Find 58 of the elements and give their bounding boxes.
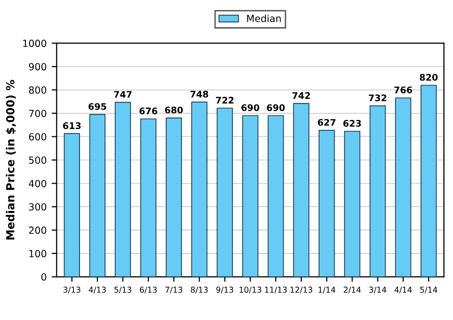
bar <box>64 133 80 277</box>
bar <box>191 102 208 277</box>
bar <box>370 105 386 277</box>
x-tick-label: 2/14 <box>344 286 361 294</box>
y-tick-label: 900 <box>28 63 46 70</box>
x-tick-label: 12/13 <box>290 286 312 294</box>
data-label: 748 <box>190 90 208 98</box>
data-label: 613 <box>63 122 81 130</box>
data-label: 722 <box>216 96 234 104</box>
y-axis-title: Median Price (in $,000) % <box>6 80 16 240</box>
y-tick-label: 100 <box>29 250 46 258</box>
data-label: 695 <box>88 103 106 110</box>
x-tick-label: 4/13 <box>88 286 106 294</box>
data-label: 690 <box>266 104 285 112</box>
y-tick-label: 1000 <box>23 40 46 48</box>
bar <box>216 108 233 277</box>
bar <box>293 103 310 277</box>
data-label: 820 <box>420 74 438 81</box>
x-tick-label: 8/13 <box>190 286 208 294</box>
y-tick-label: 500 <box>29 156 46 164</box>
bar <box>166 118 182 277</box>
data-label: 766 <box>394 86 412 94</box>
x-tick-label: 5/14 <box>420 286 438 294</box>
x-tick-label: 3/14 <box>369 286 386 294</box>
bar <box>344 130 360 277</box>
y-tick-label: 200 <box>29 226 46 234</box>
data-label: 680 <box>164 106 183 114</box>
data-label: 676 <box>139 108 158 114</box>
y-tick-label: 600 <box>29 133 46 140</box>
bar <box>268 115 284 277</box>
x-tick-label: 11/13 <box>265 286 287 294</box>
data-label: 742 <box>292 92 310 99</box>
bar <box>242 115 258 277</box>
y-tick-label: 400 <box>28 180 46 188</box>
x-tick-label: 9/13 <box>216 286 234 294</box>
x-tick-label: 10/13 <box>240 286 262 294</box>
y-tick-label: 0 <box>41 273 46 281</box>
y-tick-label: 300 <box>29 203 46 211</box>
y-tick-label: 800 <box>29 86 46 94</box>
bar <box>114 102 131 277</box>
x-tick-label: 6/13 <box>140 286 157 294</box>
data-label: 623 <box>343 120 361 127</box>
x-tick-label: 5/13 <box>114 286 132 294</box>
y-tick-label: 700 <box>29 110 46 118</box>
data-label: 732 <box>368 94 386 102</box>
bar <box>140 118 156 277</box>
bar <box>420 84 437 277</box>
x-tick-label: 3/13 <box>63 286 80 294</box>
bar <box>395 97 412 277</box>
bar <box>318 130 335 277</box>
bar <box>89 114 106 277</box>
x-tick-label: 7/13 <box>165 286 182 294</box>
data-label: 690 <box>241 104 260 112</box>
data-label: 747 <box>114 91 132 98</box>
legend-label: Median <box>247 14 281 22</box>
x-tick-label: 4/14 <box>394 286 412 294</box>
data-label: 627 <box>318 118 336 126</box>
x-tick-label: 1/14 <box>318 286 336 294</box>
